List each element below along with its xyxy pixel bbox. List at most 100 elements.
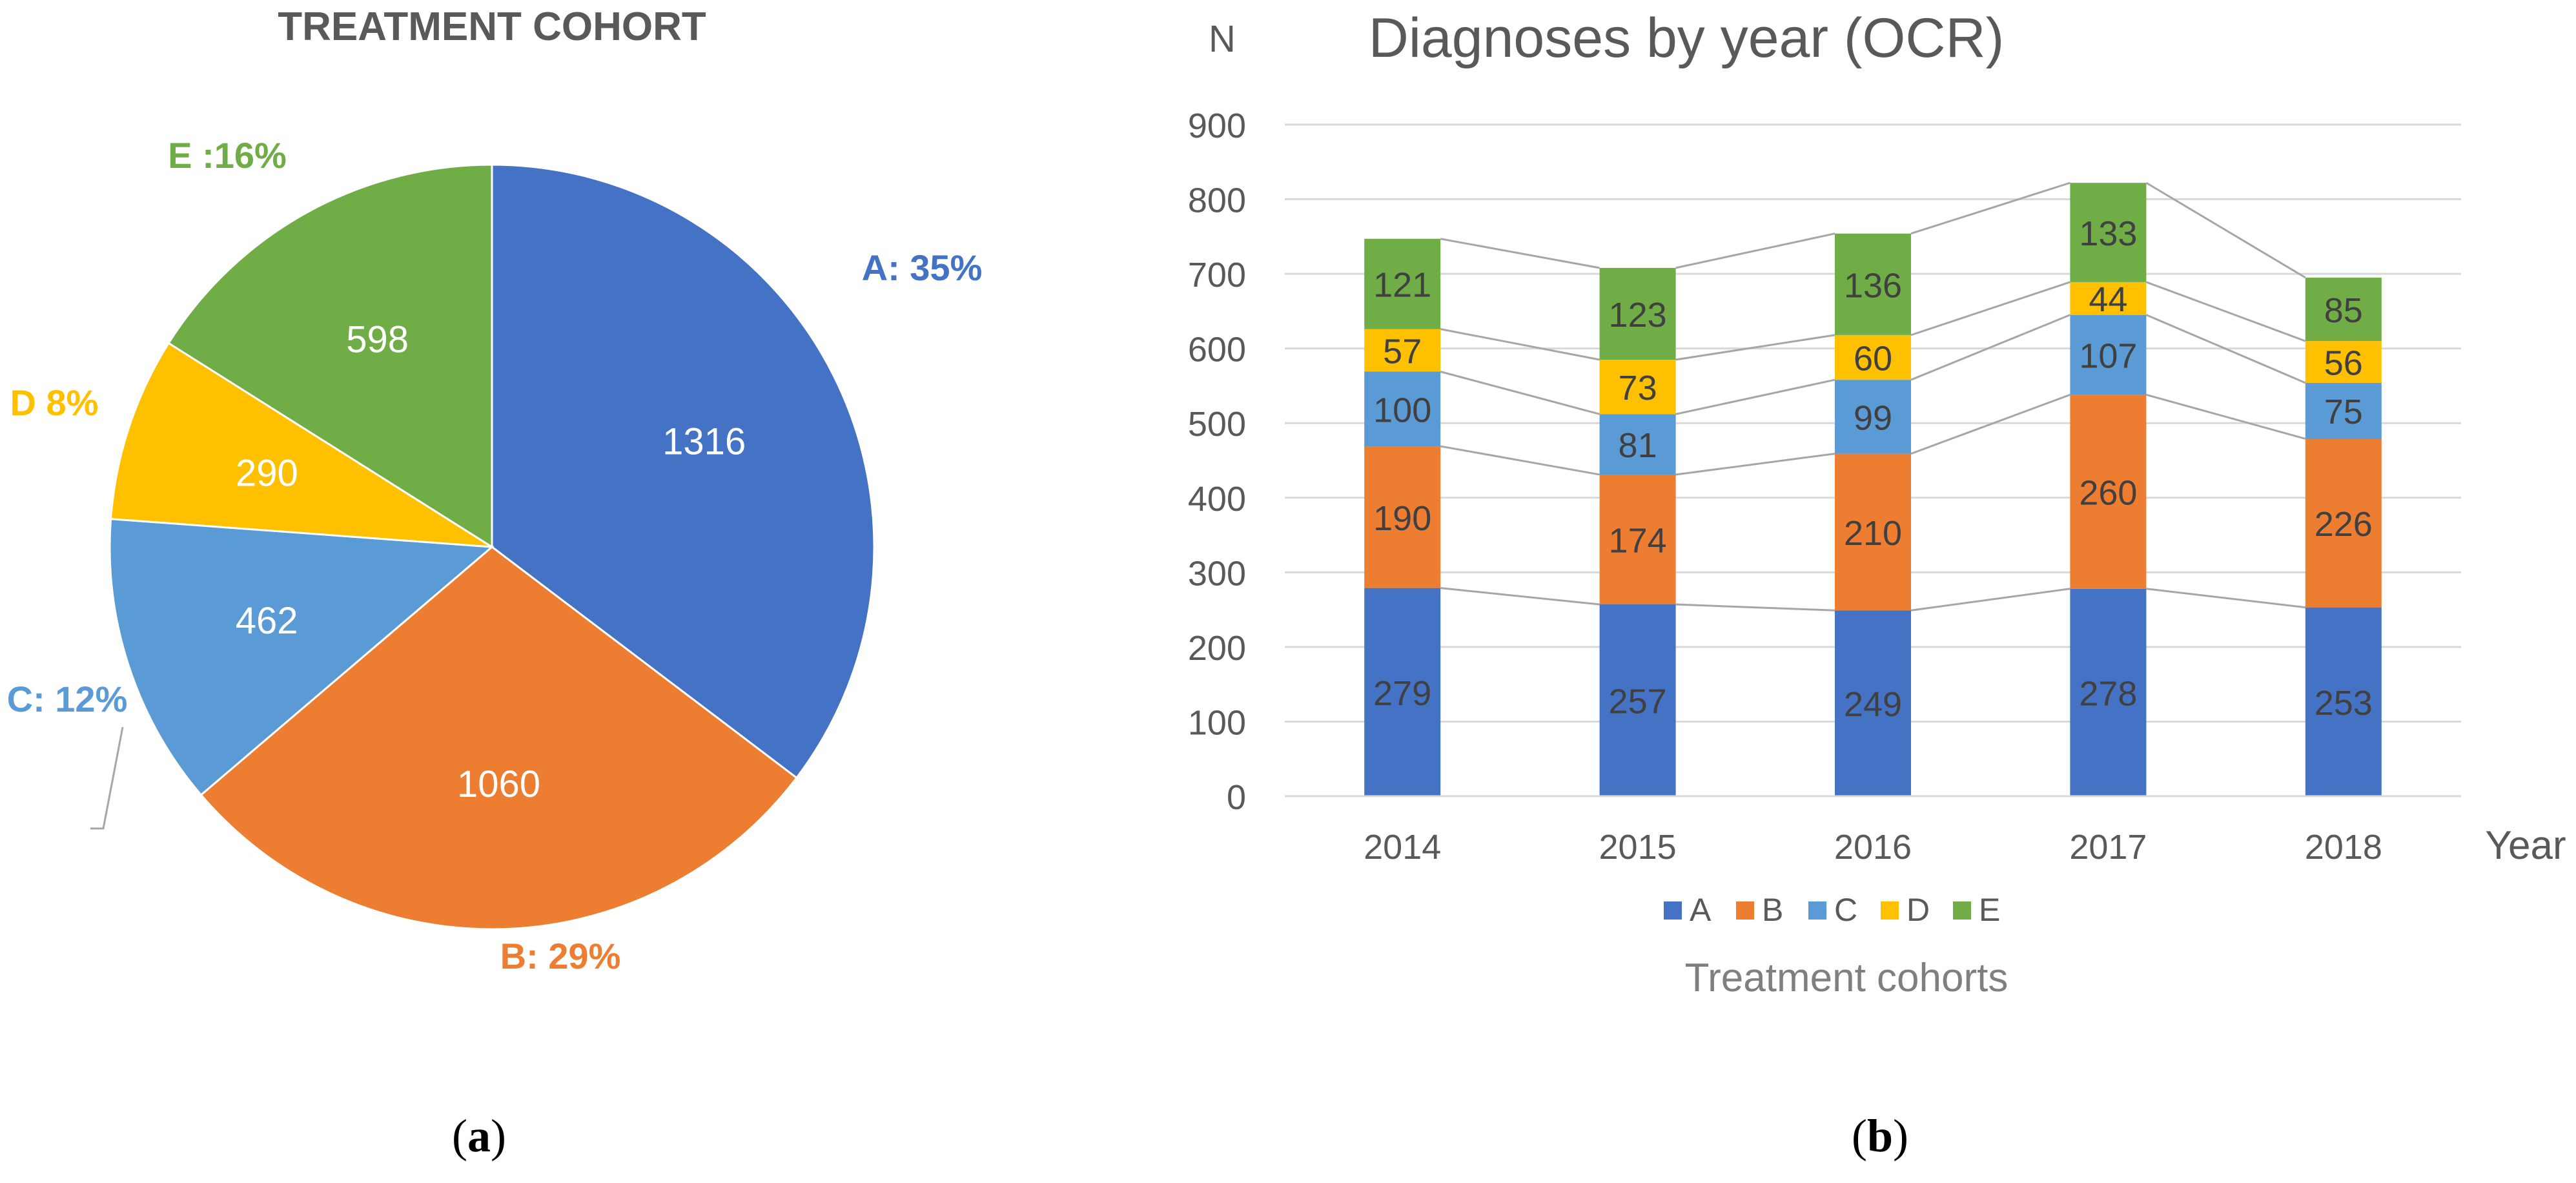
bar-value-label-d-2017: 44 (2089, 280, 2127, 319)
connector-line-e (2145, 181, 2306, 279)
bar-value-label-b-2016: 210 (1844, 514, 1902, 553)
bar-segment-a-2016 (1835, 610, 1911, 796)
y-tick-label: 600 (1188, 331, 1246, 369)
panel-b-caption: (b) (1852, 1110, 1908, 1162)
legend-label-a: A (1690, 892, 1712, 928)
bar-segment-b-2014 (1364, 446, 1441, 588)
connector-line-e (1440, 238, 1600, 269)
legend-swatch-e (1953, 901, 1971, 920)
connector-line-b (2145, 393, 2306, 440)
pie-category-label-e: E :16% (168, 135, 287, 176)
legend-title: Treatment cohorts (1685, 956, 2009, 1000)
pie-category-label-a: A: 35% (862, 247, 983, 288)
connector-line-c (1675, 378, 1835, 415)
bar-segment-a-2014 (1364, 588, 1441, 796)
bar-chart-title: Diagnoses by year (OCR) (1369, 7, 2005, 69)
bar-value-label-e-2016: 136 (1844, 266, 1902, 305)
bar-value-label-b-2015: 174 (1609, 521, 1667, 560)
bar-value-label-e-2018: 85 (2324, 291, 2363, 330)
bar-value-label-b-2014: 190 (1373, 499, 1431, 538)
panel-a-letter: a (467, 1110, 491, 1162)
bar-value-label-c-2016: 99 (1854, 398, 1892, 437)
series-connector-lines (1285, 181, 2461, 797)
pie-value-label-c: 462 (236, 600, 298, 642)
pie-labels: 1316 A: 35% 1060 B: 29% 462 C: 12% 290 D 8% 598 E… (7, 135, 983, 976)
pie-value-label-d: 290 (236, 452, 298, 494)
connector-line-d (1910, 281, 2070, 336)
pie-slice-b (199, 546, 798, 931)
bar-value-label-b-2017: 260 (2079, 474, 2137, 513)
connector-line-d (2145, 281, 2306, 342)
connector-line-d (1675, 334, 1835, 361)
connector-line-b (1440, 445, 1600, 476)
bar-segment-d-2018 (2305, 341, 2382, 383)
legend-label-c: C (1834, 892, 1857, 928)
bar-segment-b-2016 (1835, 453, 1911, 611)
pie-value-label-a: 1316 (662, 421, 746, 463)
bar-segment-e-2016 (1835, 233, 1911, 335)
connector-line-d (1440, 328, 1600, 361)
legend-swatch-a (1664, 901, 1682, 920)
bar-segment-c-2014 (1364, 371, 1441, 447)
bar-value-label-a-2016: 249 (1844, 685, 1902, 724)
bar-segment-d-2014 (1364, 329, 1441, 372)
bar-segment-a-2018 (2305, 607, 2382, 796)
bar-data-labels: 279 257 249 278 253 190 174 210 260 226 100 81 99 107… (1373, 214, 2373, 724)
bar-value-label-a-2017: 278 (2079, 674, 2137, 713)
bar-segment-a-2015 (1599, 604, 1676, 796)
pie-chart-panel: TREATMENT COHORT 1316 A: 35% 1060 B: 29% 462… (7, 5, 983, 1162)
legend-label-d: D (1906, 892, 1930, 928)
bar-segment-c-2015 (1599, 414, 1676, 475)
connector-line-c (1440, 371, 1600, 415)
x-axis-label: Year (2485, 823, 2566, 868)
bar-segment-c-2017 (2070, 314, 2147, 395)
x-tick-label: 2015 (1599, 828, 1677, 867)
bar-segment-b-2018 (2305, 438, 2382, 608)
bar-value-label-b-2018: 226 (2315, 505, 2373, 544)
legend: A B C D E (1664, 892, 2000, 928)
connector-line-b (1675, 453, 1835, 476)
bar-segment-d-2015 (1599, 360, 1676, 415)
panel-a-caption: (a) (452, 1110, 506, 1162)
connector-line-a (1675, 603, 1835, 612)
y-tick-label: 500 (1188, 405, 1246, 444)
y-tick-labels: 0 100 200 300 400 500 600 700 800 900 (1188, 107, 1246, 817)
bar-value-label-e-2015: 123 (1609, 296, 1667, 334)
bar-segment-a-2017 (2070, 588, 2147, 796)
y-tick-label: 100 (1188, 703, 1246, 742)
bar-segment-d-2017 (2070, 282, 2147, 315)
bar-value-label-d-2016: 60 (1854, 340, 1892, 378)
x-tick-label: 2016 (1834, 828, 1912, 867)
x-tick-label: 2017 (2069, 828, 2147, 867)
legend-swatch-c (1808, 901, 1826, 920)
pie-category-label-b: B: 29% (500, 936, 621, 976)
legend-label-e: E (1979, 892, 2000, 928)
connector-line-e (1910, 181, 2070, 235)
x-tick-label: 2018 (2305, 828, 2382, 867)
connector-line-c (2145, 314, 2306, 384)
pie-title: TREATMENT COHORT (278, 5, 706, 49)
bar-value-label-a-2018: 253 (2315, 684, 2373, 723)
bar-value-label-c-2014: 100 (1373, 391, 1431, 429)
bar-value-label-c-2017: 107 (2079, 336, 2137, 375)
connector-line-c (1910, 314, 2070, 381)
connector-line-a (1910, 588, 2070, 612)
connector-line-e (1675, 232, 1835, 269)
bar-segment-d-2016 (1835, 334, 1911, 380)
connector-line-a (1440, 587, 1600, 606)
x-tick-label: 2014 (1364, 828, 1441, 867)
bar-value-label-e-2017: 133 (2079, 214, 2137, 253)
pie-slice-c (108, 518, 495, 797)
pie-category-label-c: C: 12% (7, 679, 128, 719)
bar-segment-e-2015 (1599, 267, 1676, 360)
y-tick-label: 0 (1227, 778, 1246, 817)
pie-slices (108, 163, 875, 931)
y-tick-label: 700 (1188, 256, 1246, 294)
y-tick-label: 400 (1188, 480, 1246, 519)
pie-slice-d (109, 342, 493, 548)
pie-value-label-b: 1060 (457, 763, 540, 805)
bar-segment-b-2015 (1599, 474, 1676, 605)
y-axis-label: N (1209, 18, 1236, 60)
pie-value-label-e: 598 (346, 319, 409, 361)
pie-leader-line-c (90, 726, 124, 830)
